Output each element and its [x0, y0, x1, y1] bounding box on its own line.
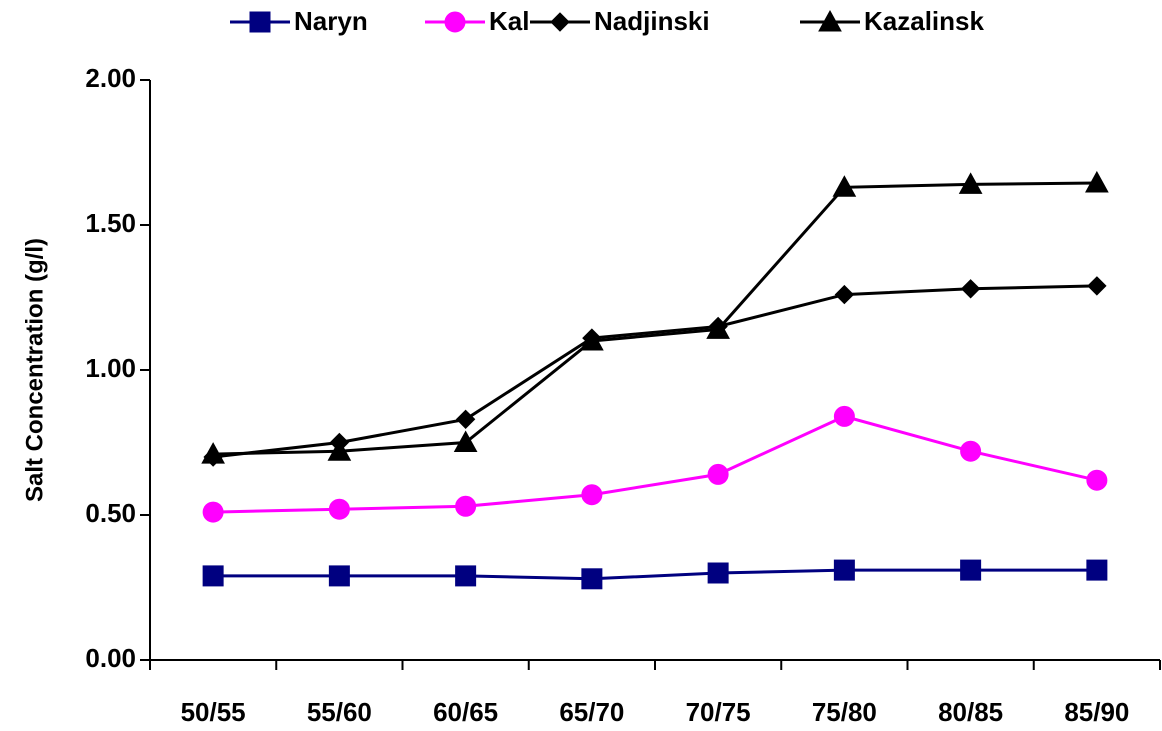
legend-label: Kal — [489, 6, 529, 36]
data-point — [453, 430, 478, 452]
data-point — [834, 284, 855, 305]
data-point — [455, 565, 477, 587]
data-point — [960, 559, 982, 581]
legend-marker — [818, 9, 842, 32]
y-tick-label: 1.50 — [85, 208, 136, 238]
data-point — [706, 317, 730, 339]
legend-marker — [550, 12, 570, 32]
x-tick-label: 50/55 — [181, 697, 246, 727]
data-point — [960, 279, 981, 299]
legend-label: Nadjinski — [594, 6, 710, 36]
y-tick-label: 0.00 — [85, 643, 136, 673]
data-point — [707, 562, 729, 584]
data-point — [1085, 170, 1109, 193]
x-tick-label: 80/85 — [938, 697, 1003, 727]
x-tick-label: 85/90 — [1064, 697, 1129, 727]
y-tick-label: 2.00 — [85, 63, 136, 93]
x-tick-label: 70/75 — [686, 697, 751, 727]
legend-marker — [249, 11, 271, 33]
data-point — [327, 439, 352, 461]
data-point — [833, 405, 855, 427]
series-line — [213, 414, 1098, 514]
x-tick-label: 55/60 — [307, 697, 372, 727]
data-point — [1086, 559, 1108, 581]
data-point — [202, 501, 224, 523]
data-point — [328, 565, 350, 587]
y-axis-label: Salt Concentration (g/l) — [21, 238, 48, 502]
series-line — [212, 284, 1097, 459]
x-tick-label: 60/65 — [433, 697, 498, 727]
series-line — [213, 181, 1097, 456]
data-point — [833, 559, 855, 581]
data-point — [832, 175, 857, 197]
data-point — [581, 484, 603, 506]
y-tick-label: 1.00 — [85, 353, 136, 383]
data-point — [328, 498, 350, 520]
x-tick-label: 75/80 — [812, 697, 877, 727]
data-point — [581, 568, 603, 590]
series-line — [213, 568, 1097, 581]
y-tick-label: 0.50 — [85, 498, 136, 528]
data-point — [455, 495, 477, 517]
x-tick-label: 65/70 — [559, 697, 624, 727]
data-point — [1087, 276, 1107, 296]
data-point — [958, 172, 983, 194]
data-point — [455, 409, 476, 430]
data-point — [202, 565, 224, 587]
legend-label: Kazalinsk — [864, 6, 984, 36]
data-point — [960, 440, 982, 462]
data-point — [707, 463, 729, 485]
data-point — [580, 328, 604, 351]
data-point — [201, 442, 225, 464]
legend-marker — [444, 11, 466, 33]
data-point — [1086, 469, 1108, 491]
legend-label: Naryn — [294, 6, 368, 36]
